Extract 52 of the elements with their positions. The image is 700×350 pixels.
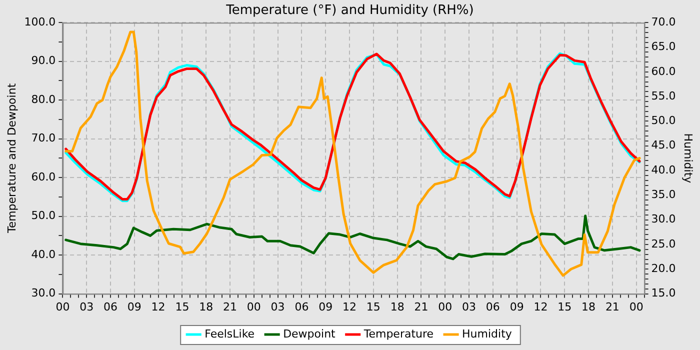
x-tick-label: 09 bbox=[127, 300, 142, 314]
x-tick-label: 21 bbox=[605, 300, 620, 314]
x-tick-label: 03 bbox=[80, 300, 94, 314]
x-tick-label: 00 bbox=[56, 300, 70, 314]
x-tick-label: 15 bbox=[175, 300, 190, 314]
x-tick-label: 21 bbox=[223, 300, 238, 314]
y-tick-label: 60.0 bbox=[31, 170, 56, 184]
x-tick-label: 12 bbox=[151, 300, 166, 314]
y2-tick-label: 30.0 bbox=[651, 212, 676, 226]
x-tick-label: 00 bbox=[438, 300, 452, 314]
x-tick-label: 15 bbox=[558, 300, 572, 314]
y-tick-label: 40.0 bbox=[31, 248, 56, 261]
y-tick-label: 50.0 bbox=[31, 209, 56, 222]
y2-tick-label: 20.0 bbox=[651, 262, 676, 276]
x-tick-label: 18 bbox=[199, 300, 214, 314]
x-tick-label: 15 bbox=[366, 300, 380, 314]
x-tick-label: 00 bbox=[246, 300, 261, 314]
y2-tick-label: 15.0 bbox=[651, 286, 676, 300]
legend-label: Temperature bbox=[362, 327, 434, 340]
y-tick-label: 90.0 bbox=[31, 54, 56, 68]
y2-tick-label: 40.0 bbox=[651, 163, 676, 176]
x-tick-label: 06 bbox=[486, 300, 500, 314]
y2-tick-label: 50.0 bbox=[651, 114, 676, 128]
y-tick-label: 30.0 bbox=[31, 286, 56, 300]
y-tick-label: 80.0 bbox=[31, 92, 56, 106]
legend-label: Humidity bbox=[462, 327, 512, 340]
y2-tick-label: 70.0 bbox=[651, 15, 676, 28]
x-tick-label: 09 bbox=[318, 300, 333, 314]
y2-tick-label: 55.0 bbox=[651, 89, 676, 102]
x-tick-label: 03 bbox=[270, 300, 285, 314]
y2-tick-label: 25.0 bbox=[651, 237, 676, 250]
x-tick-label: 12 bbox=[534, 300, 548, 314]
x-tick-label: 03 bbox=[462, 300, 476, 314]
y2-tick-label: 60.0 bbox=[651, 64, 676, 78]
y2-axis-title: Humidity bbox=[682, 133, 695, 184]
y2-tick-label: 65.0 bbox=[651, 40, 676, 54]
chart-title: Temperature (°F) and Humidity (RH%) bbox=[225, 3, 474, 18]
x-tick-label: 06 bbox=[294, 300, 309, 314]
x-tick-label: 18 bbox=[390, 300, 404, 314]
x-tick-label: 12 bbox=[342, 300, 357, 314]
y-tick-label: 100.0 bbox=[24, 15, 56, 28]
legend-label: FeelsLike bbox=[204, 327, 255, 340]
y2-tick-label: 35.0 bbox=[651, 188, 676, 202]
x-tick-label: 06 bbox=[103, 300, 118, 314]
x-tick-label: 09 bbox=[510, 300, 524, 314]
x-tick-label: 00 bbox=[629, 300, 644, 314]
y-tick-label: 70.0 bbox=[31, 132, 56, 145]
x-tick-label: 21 bbox=[414, 300, 428, 314]
x-tick-label: 18 bbox=[582, 300, 596, 314]
y-axis-title: Temperature and Dewpoint bbox=[5, 82, 18, 234]
legend-label: Dewpoint bbox=[283, 327, 336, 340]
y2-tick-label: 45.0 bbox=[651, 138, 676, 152]
